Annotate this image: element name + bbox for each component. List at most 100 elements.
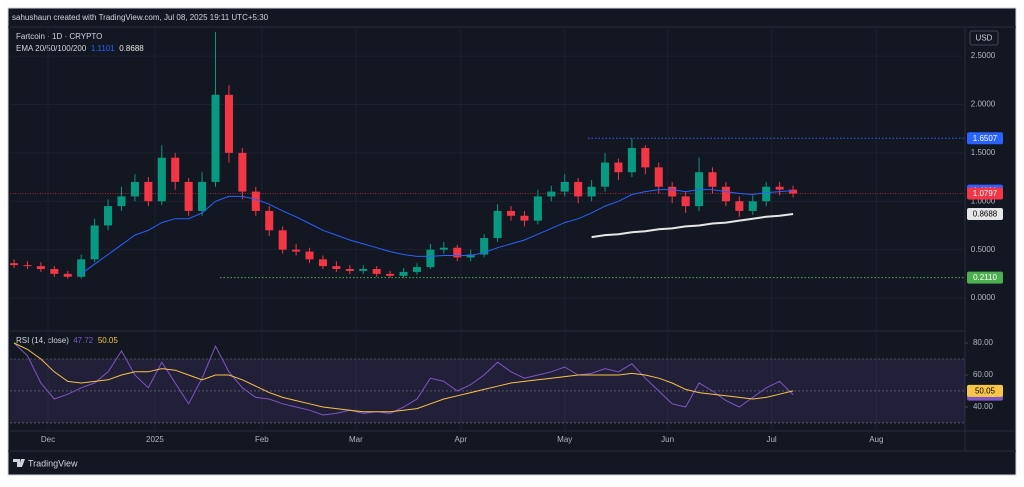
candle-body <box>157 157 166 202</box>
y-tick-label: 2.5000 <box>971 51 996 60</box>
candle-body <box>587 186 596 197</box>
legend-value: 0.8688 <box>119 44 144 53</box>
legend-value: 1.1101 <box>91 44 115 53</box>
candle-body <box>480 238 489 255</box>
y-tick-label: 0.5000 <box>971 245 996 254</box>
rsi-line <box>13 342 794 416</box>
level-badge-box <box>967 271 1003 284</box>
candle-body <box>305 251 314 260</box>
candle-body <box>762 186 771 202</box>
symbol-title: Fartcoin · 1D · CRYPTO <box>16 32 102 41</box>
ema-badge-box <box>967 207 1003 220</box>
x-tick-label: Apr <box>455 435 468 444</box>
rsi-badge-box <box>967 384 1003 397</box>
candle-body <box>238 152 247 192</box>
candle-body <box>278 230 287 250</box>
candle-body <box>493 210 502 239</box>
candle-body <box>735 201 744 211</box>
candle-body <box>614 162 623 173</box>
candle-body <box>251 191 260 211</box>
candle-body <box>224 94 233 153</box>
candle-body <box>386 273 395 276</box>
candle-body <box>77 259 86 277</box>
candle-body <box>775 186 784 190</box>
candle-body <box>63 273 72 277</box>
level-badge-box <box>967 132 1003 145</box>
candle-body <box>560 181 569 192</box>
price-badge: 1.0797 <box>973 189 998 198</box>
candle-body <box>372 269 381 274</box>
ema-badge: 0.8688 <box>973 210 998 219</box>
rsi-badge: 50.05 <box>975 387 996 396</box>
logo <box>13 459 25 467</box>
candle-body <box>184 181 193 211</box>
candle-body <box>345 269 354 271</box>
candle-body <box>332 266 341 270</box>
chart-background <box>7 7 1017 476</box>
footer-text: TradingView <box>28 458 78 468</box>
ema-line <box>591 213 794 239</box>
candle-body <box>574 181 583 197</box>
level-badge: 1.6507 <box>973 134 998 143</box>
candle-body <box>10 263 19 266</box>
candle-body <box>506 210 516 216</box>
currency-box <box>969 30 999 46</box>
candle-body <box>36 266 45 270</box>
candle-body <box>453 247 462 258</box>
header-text: sahushaun created with TradingView.com, … <box>12 13 269 22</box>
y-tick-label: 1.0000 <box>971 196 996 205</box>
candle-body <box>198 181 207 211</box>
candle-body <box>412 267 422 272</box>
rsi-line <box>13 342 794 413</box>
x-tick-label: Aug <box>869 435 883 444</box>
y-tick-label: 0.0000 <box>971 293 996 302</box>
price-badge-box <box>967 187 1003 200</box>
candle-body <box>708 172 717 187</box>
y-tick-label: 2.0000 <box>971 100 996 109</box>
candle-body <box>789 189 798 194</box>
candle-body <box>520 215 529 221</box>
currency: USD <box>976 34 993 43</box>
candle-body <box>399 271 408 276</box>
candle-body <box>50 269 59 274</box>
candle-body <box>654 167 663 187</box>
x-tick-label: Feb <box>255 435 269 444</box>
candle-body <box>104 206 113 226</box>
rsi-title: RSI (14, close) <box>16 336 69 345</box>
candle-body <box>748 201 757 211</box>
x-tick-label: 2025 <box>146 435 164 444</box>
candle-body <box>681 196 690 207</box>
candle-body <box>23 265 32 267</box>
candle-body <box>130 181 139 197</box>
legend-value: 47.72 <box>73 336 94 345</box>
candle-body <box>627 148 636 173</box>
legend-value: 50.05 <box>98 336 119 345</box>
y-tick-label: 40.00 <box>973 402 994 411</box>
y-tick-label: 80.00 <box>973 338 994 347</box>
x-tick-label: May <box>557 435 572 444</box>
candle-body <box>144 181 153 202</box>
candle-body <box>90 225 99 260</box>
ema-line <box>80 189 794 275</box>
candle-body <box>533 196 542 221</box>
candle-body <box>292 249 301 252</box>
level-badge: 0.2110 <box>973 273 997 282</box>
candle-body <box>439 247 448 250</box>
x-tick-label: Mar <box>349 435 363 444</box>
x-tick-label: Jun <box>661 435 674 444</box>
y-tick-label: 60.00 <box>973 370 994 379</box>
indicator-title: EMA 20/50/100/200 <box>16 44 87 53</box>
candle-body <box>318 259 327 267</box>
candle-body <box>668 186 677 197</box>
candle-body <box>171 157 180 182</box>
candle-body <box>641 148 650 168</box>
candle-body <box>426 249 435 268</box>
candle-body <box>547 191 556 197</box>
candle-body <box>211 94 220 182</box>
candle-body <box>600 162 610 187</box>
candle-body <box>265 210 274 231</box>
x-tick-label: Jul <box>766 435 776 444</box>
candle-body <box>721 186 730 202</box>
